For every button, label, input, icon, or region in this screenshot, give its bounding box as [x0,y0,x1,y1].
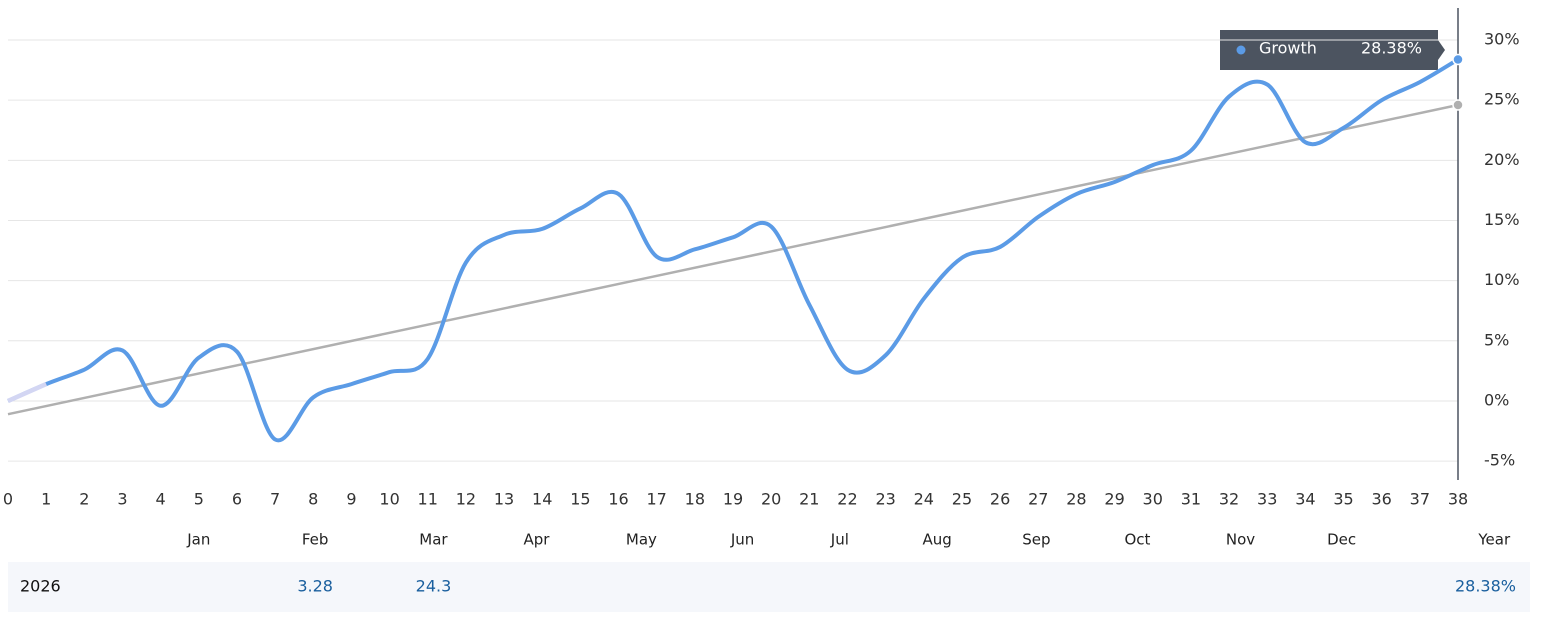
trend-end-marker [1452,99,1464,111]
period-label: Jan [186,531,210,549]
period-label: Jun [730,531,754,549]
x-tick-label: 24 [914,490,934,509]
period-label: Apr [524,531,551,549]
x-tick-label: 22 [837,490,857,509]
x-tick-label: 36 [1372,490,1392,509]
x-tick-label: 5 [194,490,204,509]
tooltip-arrow [1438,40,1445,60]
x-tick-label: 37 [1410,490,1430,509]
x-tick-label: 6 [232,490,242,509]
x-tick-label: 8 [308,490,318,509]
tooltip-name: Growth [1259,39,1317,58]
end-marker [1452,53,1464,66]
x-tick-label: 25 [952,490,972,509]
x-tick-label: 23 [875,490,895,509]
x-tick-label: 31 [1181,490,1201,509]
x-tick-label: 0 [3,490,13,509]
y-tick-label: 20% [1484,150,1520,169]
period-label: Nov [1226,531,1255,549]
faded-start [7,382,48,404]
x-tick-label: 7 [270,490,280,509]
period-label: Mar [419,531,448,549]
x-tick-label: 20 [761,490,781,509]
x-tick-label: 3 [117,490,127,509]
x-tick-label: 14 [532,490,552,509]
period-label: Dec [1327,531,1356,549]
tooltip-box [1220,30,1438,70]
x-tick-label: 26 [990,490,1010,509]
x-tick-label: 17 [647,490,667,509]
y-tick-label: 5% [1484,330,1509,349]
table-total: 28.38% [1455,577,1516,596]
y-tick-label: 10% [1484,270,1520,289]
period-label: Jul [830,531,849,549]
table-row [8,562,1530,612]
y-tick-label: 30% [1484,30,1520,49]
row-label: 2026 [20,577,61,596]
period-label: Feb [302,531,329,549]
x-tick-label: 15 [570,490,590,509]
x-tick-label: 16 [608,490,628,509]
x-tick-label: 13 [494,490,514,509]
y-tick-label: 25% [1484,90,1520,109]
y-tick-label: -5% [1484,451,1515,470]
x-tick-label: 29 [1104,490,1124,509]
x-tick-label: 33 [1257,490,1277,509]
x-tick-label: 21 [799,490,819,509]
x-tick-label: 12 [456,490,476,509]
x-tick-label: 32 [1219,490,1239,509]
period-label: Sep [1022,531,1050,549]
y-tick-label: 15% [1484,210,1520,229]
x-tick-label: 9 [346,490,356,509]
x-tick-label: 11 [418,490,438,509]
x-tick-label: 35 [1333,490,1353,509]
trend-line [7,103,1459,416]
x-tick-label: 19 [723,490,743,509]
period-label: Year [1477,531,1511,549]
x-tick-label: 28 [1066,490,1086,509]
y-tick-label: 0% [1484,390,1509,409]
x-tick-label: 2 [79,490,89,509]
x-tick-label: 38 [1448,490,1468,509]
x-tick-label: 34 [1295,490,1315,509]
series-line [7,57,1460,443]
table-cell: 3.28 [297,577,333,596]
x-tick-label: 4 [156,490,166,509]
x-tick-label: 18 [685,490,705,509]
tooltip-dot [1236,45,1246,55]
period-label: Aug [922,531,951,549]
period-label: Oct [1125,531,1151,549]
x-tick-label: 27 [1028,490,1048,509]
period-label: May [626,531,657,549]
x-tick-label: 30 [1143,490,1163,509]
table-cell: 24.3 [416,577,452,596]
x-tick-label: 1 [41,490,51,509]
tooltip-value: 28.38% [1361,39,1422,58]
x-tick-label: 10 [379,490,399,509]
